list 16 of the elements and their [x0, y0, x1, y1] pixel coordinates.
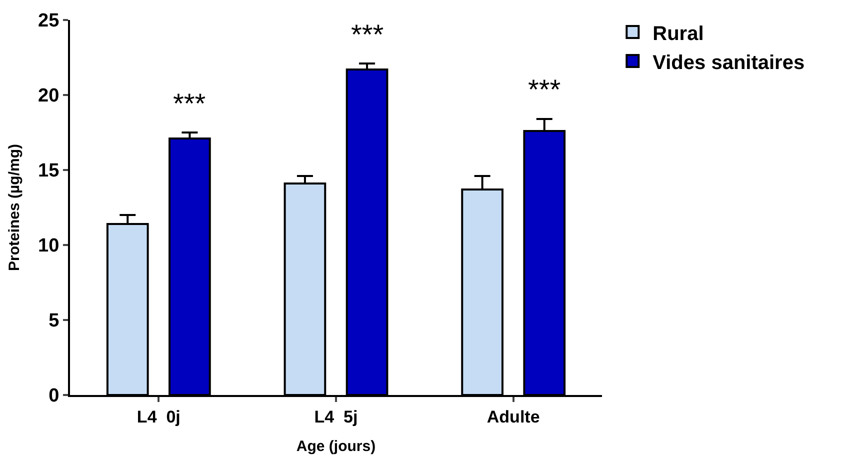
x-axis-title: Age (jours)	[296, 438, 376, 455]
y-tick-label: 5	[48, 310, 60, 332]
y-tick-label: 20	[38, 86, 60, 107]
y-tick-label: 10	[38, 236, 60, 257]
y-tick-label: 25	[38, 10, 60, 32]
x-tick-label: L4 0j	[136, 407, 180, 426]
annotation: ***	[528, 74, 561, 105]
annotation: ***	[351, 19, 384, 50]
legend-label: Rural	[652, 22, 704, 45]
y-axis-title: Proteines (µg/mg)	[6, 144, 23, 271]
x-tick-label: L4 5j	[314, 407, 358, 426]
x-tick-label: Adulte	[486, 407, 540, 426]
y-tick-label: 15	[38, 160, 60, 182]
y-tick-label: 0	[48, 386, 60, 407]
annotation: ***	[173, 88, 206, 119]
legend-label: Vides sanitaires	[652, 52, 805, 74]
